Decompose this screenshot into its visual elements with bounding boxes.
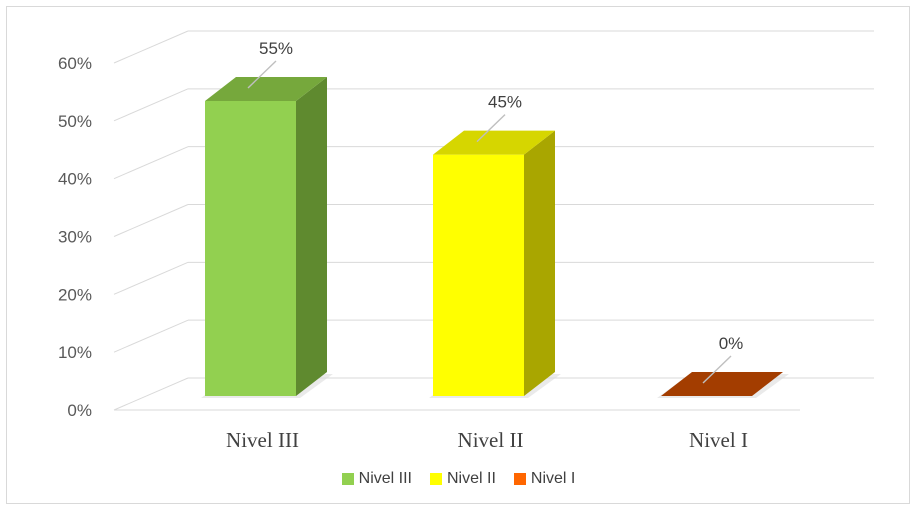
- gridline-side-0: [113, 377, 189, 411]
- gridline-side-3: [113, 204, 189, 237]
- gridline-side-1: [113, 319, 189, 353]
- gridline-side-2: [113, 261, 189, 295]
- gridline-side-6: [113, 30, 189, 64]
- gridline-side-4: [113, 146, 189, 180]
- bar-side-0: [296, 77, 327, 396]
- legend-item-nivel-iii: Nivel III: [341, 470, 412, 488]
- data-label-leader-0: [247, 60, 277, 89]
- y-tick-label-5: 50%: [58, 112, 92, 131]
- bar-1: [433, 154, 524, 396]
- legend-item-nivel-ii: Nivel II: [429, 470, 496, 488]
- data-label-1: 45%: [488, 93, 522, 112]
- x-tick-label-1: Nivel II: [458, 428, 524, 452]
- legend-label-nivel-iii: Nivel III: [358, 470, 412, 487]
- legend: Nivel III Nivel II Nivel I: [0, 470, 917, 488]
- y-tick-label-4: 40%: [58, 170, 92, 189]
- legend-swatch-nivel-iii: [341, 473, 354, 485]
- bar-top-2: [661, 372, 783, 396]
- data-label-2: 0%: [719, 334, 744, 353]
- data-label-0: 55%: [259, 39, 293, 58]
- y-tick-label-6: 60%: [58, 54, 92, 73]
- y-tick-label-2: 20%: [58, 285, 92, 304]
- data-label-leader-2: [702, 355, 732, 384]
- legend-label-nivel-ii: Nivel II: [446, 470, 496, 487]
- legend-item-nivel-i: Nivel I: [513, 470, 576, 488]
- bar-0: [205, 101, 296, 396]
- gridline-side-5: [113, 88, 189, 122]
- legend-label-nivel-i: Nivel I: [530, 470, 576, 487]
- x-tick-label-0: Nivel III: [226, 428, 299, 452]
- bar-side-1: [524, 130, 555, 397]
- legend-swatch-nivel-ii: [429, 473, 442, 485]
- data-label-leader-1: [476, 114, 506, 143]
- bar-top-0: [205, 77, 327, 101]
- y-tick-label-3: 30%: [58, 228, 92, 247]
- y-tick-label-1: 10%: [58, 343, 92, 362]
- bar-top-1: [433, 130, 555, 155]
- legend-swatch-nivel-i: [513, 473, 526, 485]
- x-tick-label-2: Nivel I: [689, 428, 748, 452]
- y-tick-label-0: 0%: [67, 401, 92, 420]
